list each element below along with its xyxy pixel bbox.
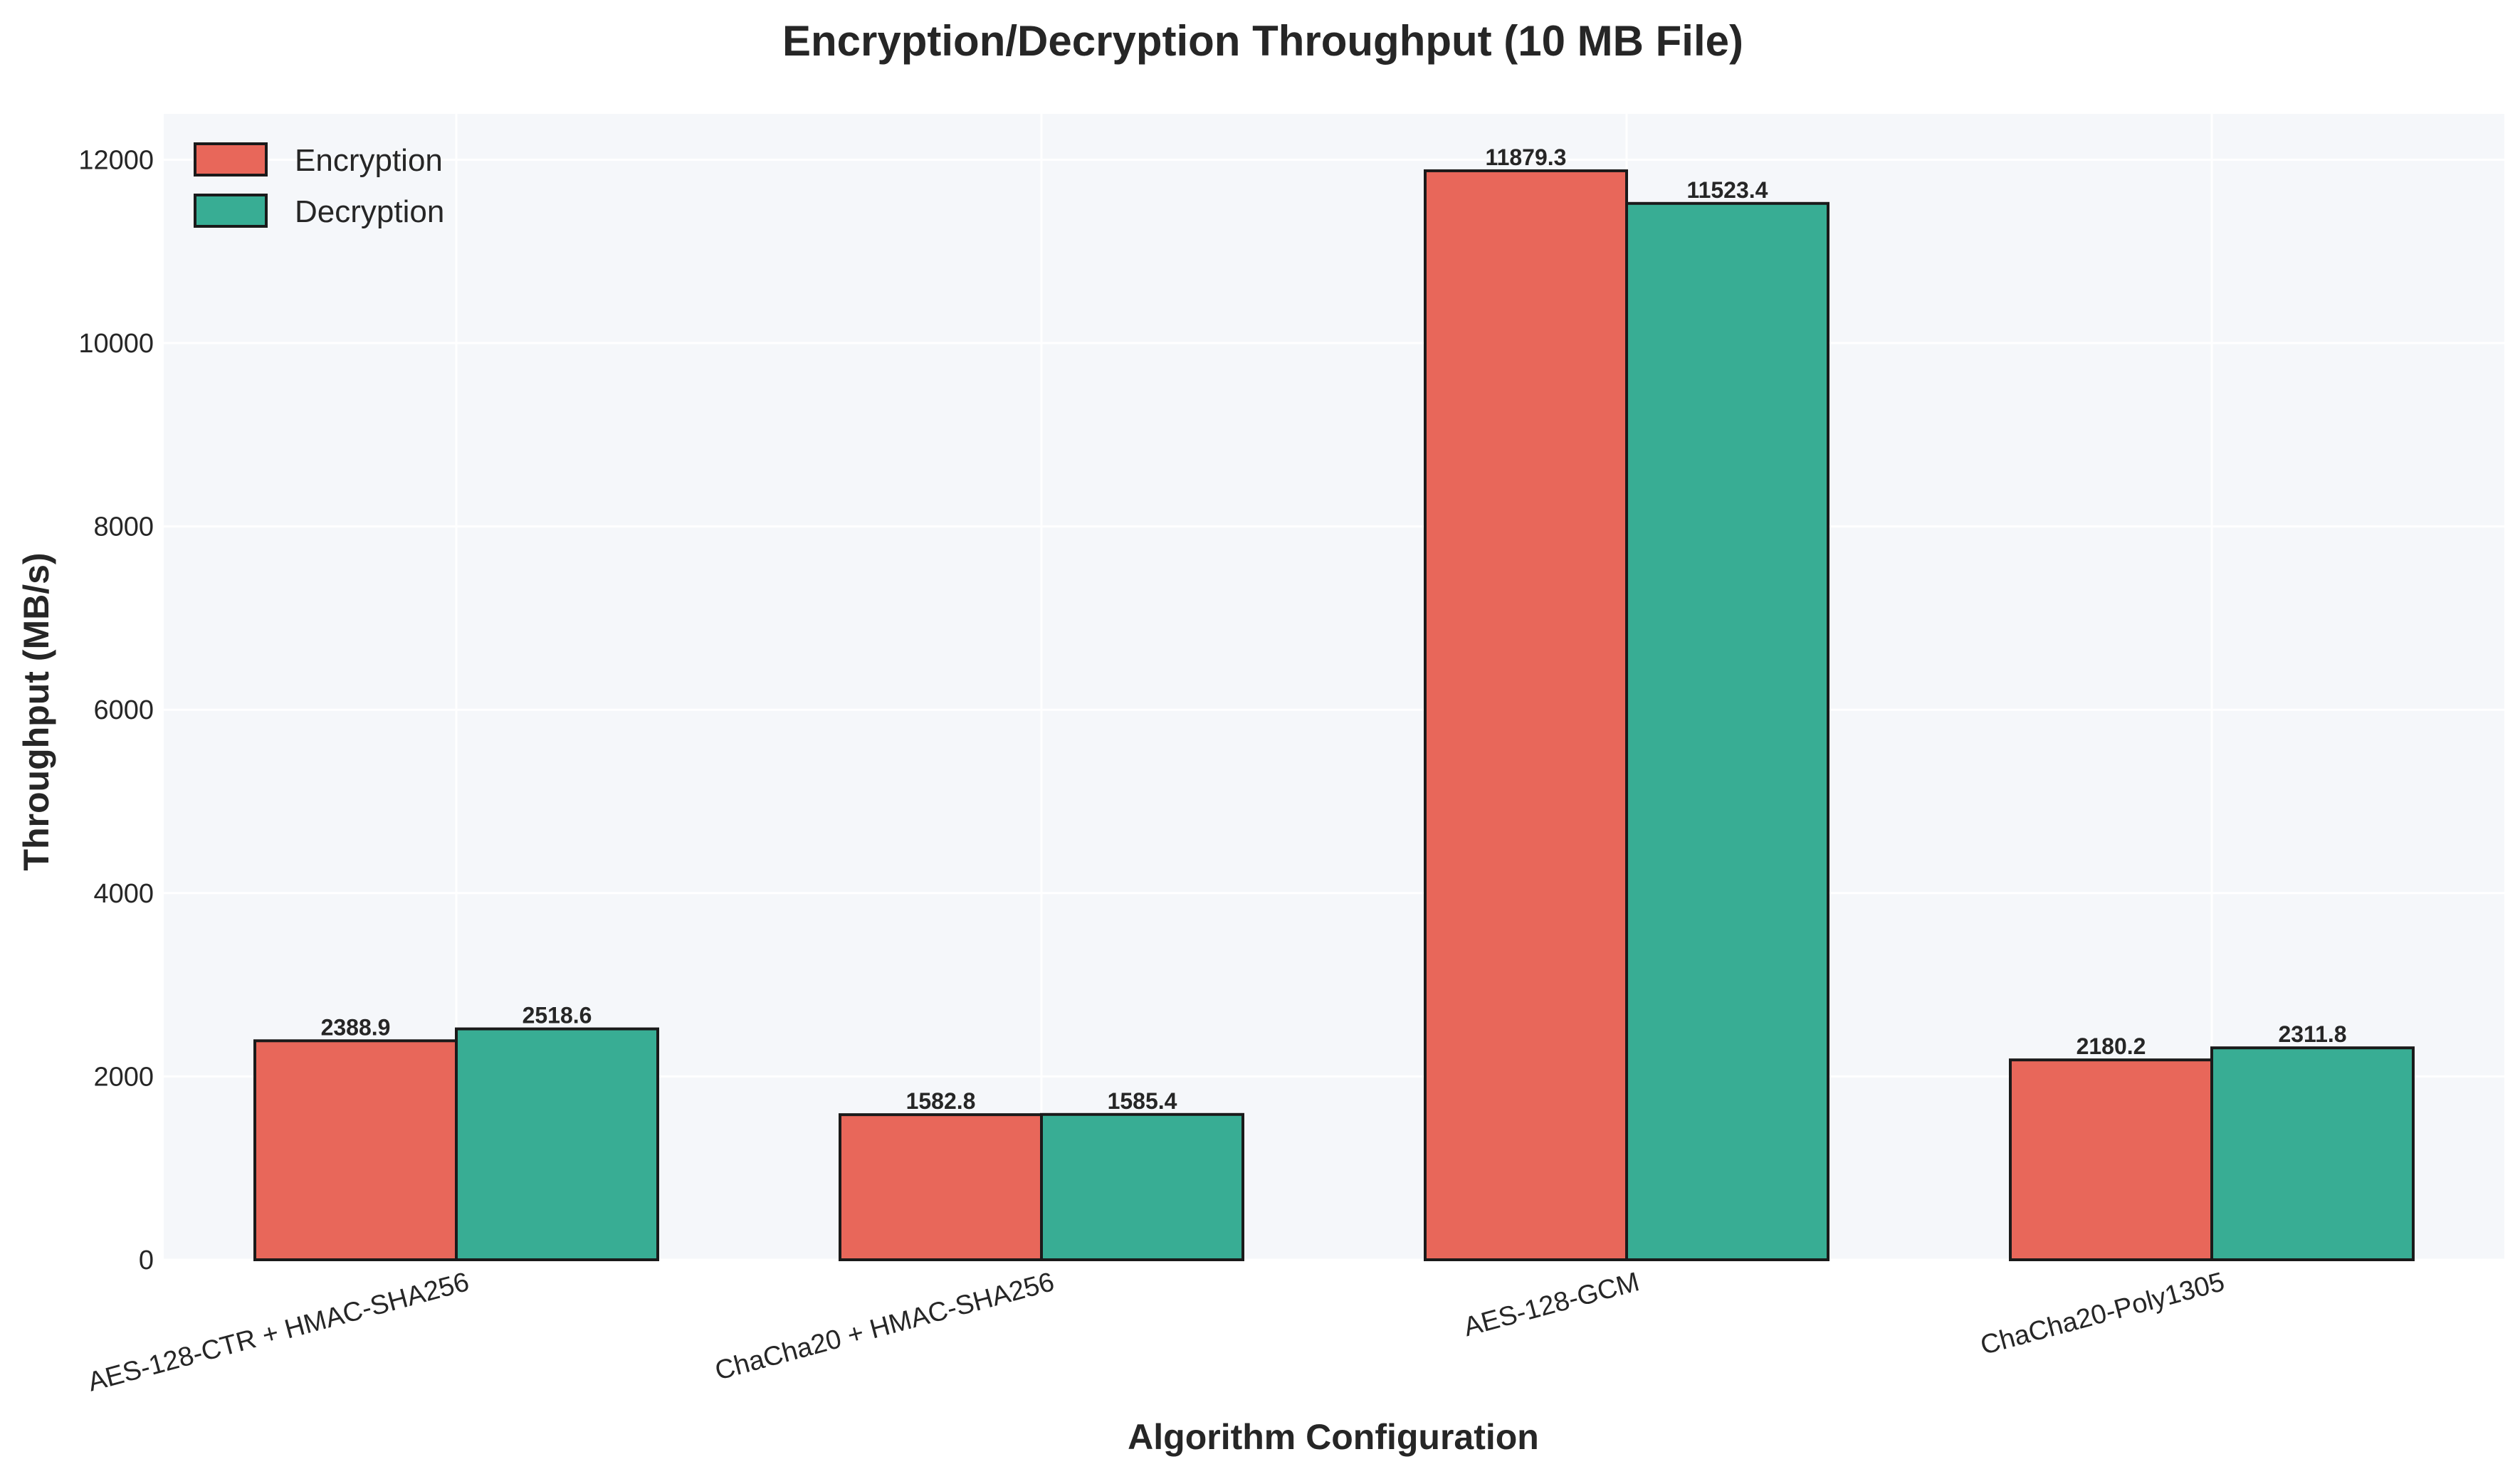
- legend-label-encryption: Encryption: [295, 143, 443, 178]
- bar-decryption: [2210, 1046, 2415, 1261]
- bar-encryption: [839, 1113, 1043, 1262]
- x-axis-title: Algorithm Configuration: [1128, 1417, 1539, 1457]
- data-label-encryption: 11879.3: [1486, 144, 1567, 170]
- data-label-encryption: 2388.9: [321, 1014, 391, 1040]
- y-tick-label: 2000: [93, 1062, 154, 1092]
- y-axis-ticks: 0 2000 4000 6000 8000 10000 12000: [78, 145, 154, 1275]
- chart-title: Encryption/Decryption Throughput (10 MB …: [782, 17, 1743, 65]
- data-label-decryption: 2311.8: [2278, 1021, 2346, 1047]
- bar-encryption: [253, 1039, 458, 1261]
- legend-swatch-decryption: [194, 194, 268, 228]
- y-tick-label: 12000: [78, 145, 154, 175]
- data-label-encryption: 2180.2: [2077, 1033, 2146, 1059]
- bar-encryption: [1424, 169, 1628, 1261]
- legend: Encryption Decryption: [194, 142, 444, 229]
- bar-decryption: [455, 1027, 659, 1262]
- data-label-decryption: 2518.6: [523, 1003, 592, 1028]
- data-label-encryption: 1582.8: [906, 1088, 976, 1114]
- bar-decryption: [1625, 201, 1829, 1261]
- data-labels: 2388.9 1582.8 11879.3 2180.2 2518.6 1585.4 115…: [321, 144, 2347, 1114]
- bar-decryption: [1040, 1112, 1244, 1262]
- data-label-decryption: 1585.4: [1108, 1088, 1177, 1114]
- y-tick-label: 0: [139, 1246, 154, 1275]
- data-label-decryption: 11523.4: [1687, 177, 1768, 203]
- y-tick-label: 6000: [93, 695, 154, 725]
- y-axis-title: Throughput (MB/s): [16, 552, 56, 870]
- y-tick-label: 10000: [78, 329, 154, 359]
- legend-swatch-encryption: [194, 142, 268, 177]
- legend-label-decryption: Decryption: [295, 194, 444, 229]
- bars: [253, 169, 2415, 1262]
- bar-encryption: [2009, 1058, 2213, 1261]
- y-tick-label: 8000: [93, 512, 154, 542]
- y-tick-label: 4000: [93, 879, 154, 909]
